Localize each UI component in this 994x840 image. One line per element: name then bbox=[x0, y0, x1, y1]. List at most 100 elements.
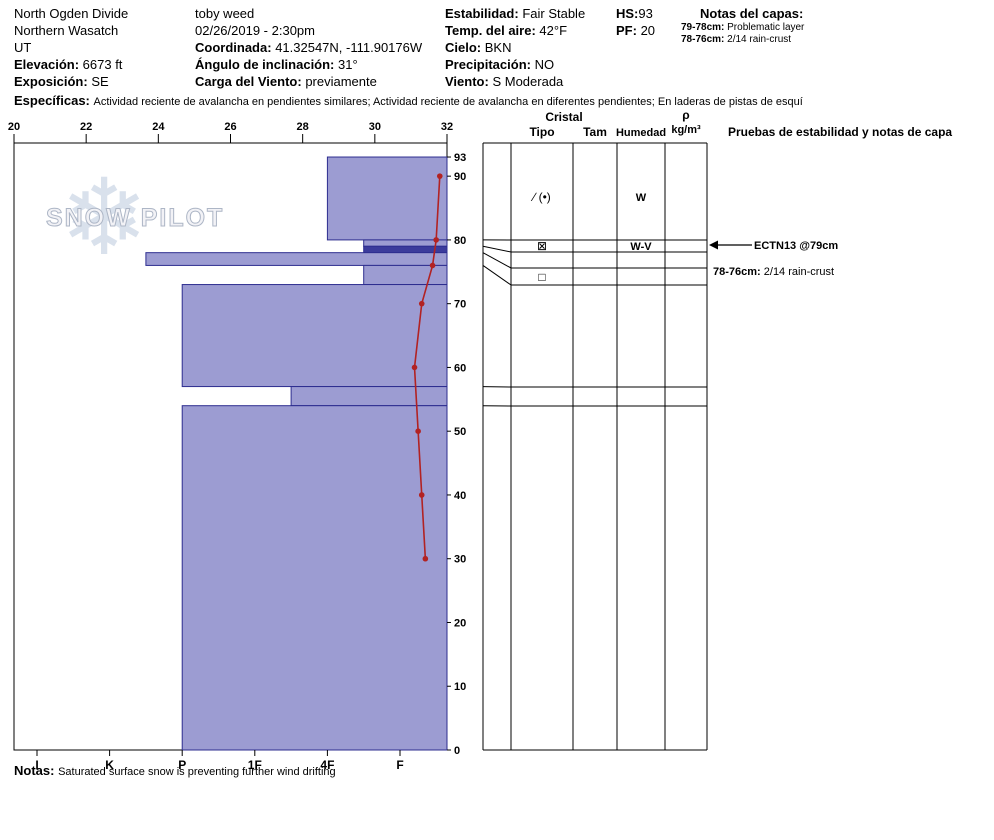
wind: Viento: S Moderada bbox=[445, 73, 585, 90]
aspect-label: Exposición: bbox=[14, 74, 88, 89]
stability-label: Estabilidad: bbox=[445, 6, 519, 21]
pit-notes-text: Saturated surface snow is preventing fur… bbox=[58, 766, 336, 778]
temp-axis-label: 28 bbox=[297, 121, 309, 133]
snowflake-watermark-icon: ❄ bbox=[60, 159, 149, 277]
slope-angle-value: 31° bbox=[338, 57, 358, 72]
depth-axis-label: 20 bbox=[454, 617, 466, 629]
slope-angle-label: Ángulo de inclinación: bbox=[195, 57, 335, 72]
depth-axis-label: 50 bbox=[454, 426, 466, 438]
observation-datetime: 02/26/2019 - 2:30pm bbox=[195, 23, 315, 38]
grain-type-symbol: ∕ (•) bbox=[530, 190, 551, 204]
depth-axis-label: 70 bbox=[454, 299, 466, 311]
coordinates-label: Coordinada: bbox=[195, 40, 272, 55]
depth-axis-label: 60 bbox=[454, 362, 466, 374]
elevation-label: Elevación: bbox=[14, 57, 80, 72]
site-aspect: Exposición: SE bbox=[14, 73, 128, 90]
precip-value: NO bbox=[534, 57, 555, 72]
depth-axis-label: 30 bbox=[454, 554, 466, 566]
temperature-point bbox=[418, 492, 425, 498]
hardness-axis-label: I bbox=[35, 758, 38, 772]
pf-label: PF: bbox=[616, 23, 637, 38]
pf-value: 20 bbox=[640, 23, 656, 38]
site-region: Northern Wasatch bbox=[14, 23, 119, 38]
sky-label: Cielo: bbox=[445, 40, 482, 55]
wind-loading-label: Carga del Viento: bbox=[195, 74, 302, 89]
wind-label: Viento: bbox=[445, 74, 489, 89]
sky-cover: Cielo: BKN bbox=[445, 39, 585, 56]
hs-value: 93 bbox=[638, 6, 653, 21]
coordinates: Coordinada: 41.32547N, -111.90176W bbox=[195, 39, 422, 56]
coordinates-value: 41.32547N, -111.90176W bbox=[275, 40, 423, 55]
snow-height: HS:93 bbox=[616, 5, 655, 22]
depth-axis-label: 80 bbox=[454, 235, 466, 247]
temperature-point bbox=[429, 262, 436, 269]
depth-axis-label: 90 bbox=[454, 171, 466, 183]
col-header-tests: Pruebas de estabilidad y notas de capa bbox=[728, 125, 952, 139]
stability: Estabilidad: Fair Stable bbox=[445, 5, 585, 22]
header-conditions-column: Estabilidad: Fair Stable Temp. del aire:… bbox=[445, 5, 585, 90]
pit-notes-label: Notas: bbox=[14, 763, 55, 778]
layer-note-range: 79-78cm: bbox=[681, 22, 725, 33]
depth-axis-label: 10 bbox=[454, 681, 466, 693]
col-header-tipo: Tipo bbox=[529, 125, 554, 139]
col-header-humedad: Humedad bbox=[616, 127, 666, 139]
sky-value: BKN bbox=[484, 40, 512, 55]
slope-angle: Ángulo de inclinación: 31° bbox=[195, 56, 422, 73]
layer-note-range: 78-76cm: bbox=[681, 34, 725, 45]
temperature-line bbox=[413, 176, 441, 559]
temperature-point bbox=[436, 173, 443, 179]
wind-loading-value: previamente bbox=[305, 74, 377, 89]
layer-bar bbox=[326, 156, 448, 241]
col-header-density-unit: kg/m³ bbox=[671, 124, 701, 136]
temperature-point bbox=[433, 237, 439, 243]
precip-label: Precipitación: bbox=[445, 57, 531, 72]
pit-foot-depth: PF: 20 bbox=[616, 22, 655, 39]
observer-name: toby weed bbox=[195, 6, 255, 21]
layer-bar bbox=[181, 284, 448, 388]
depth-axis-label: 0 bbox=[454, 745, 460, 757]
header-observer-column: toby weed 02/26/2019 - 2:30pm Coordinada… bbox=[195, 5, 422, 90]
header-totals-column: HS:93 PF: 20 bbox=[616, 5, 655, 39]
layer-bar bbox=[145, 252, 448, 266]
air-temp-value: 42°F bbox=[539, 23, 568, 38]
aspect-value: SE bbox=[91, 74, 109, 89]
specifics-label: Específicas: bbox=[14, 93, 90, 108]
elevation-value: 6673 ft bbox=[82, 57, 123, 72]
temperature-point bbox=[422, 555, 429, 562]
stability-test-result: ECTN13 @79cm bbox=[754, 240, 838, 252]
hardness-axis-label: 4F bbox=[320, 758, 334, 772]
table-row-connector bbox=[482, 252, 512, 269]
hardness-axis-label: P bbox=[178, 758, 186, 772]
temp-axis-label: 30 bbox=[369, 121, 381, 133]
col-header-tam: Tam bbox=[583, 125, 607, 139]
table-row-connector bbox=[482, 265, 512, 286]
moisture-value: W bbox=[636, 192, 647, 204]
col-header-density-symbol: ρ bbox=[682, 108, 689, 122]
air-temp: Temp. del aire: 42°F bbox=[445, 22, 585, 39]
watermark-brand-text: SNOW PILOT bbox=[46, 204, 224, 232]
wind-loading: Carga del Viento: previamente bbox=[195, 73, 422, 90]
site-name: North Ogden Divide bbox=[14, 6, 129, 21]
layer-bar bbox=[181, 405, 448, 751]
hardness-axis-label: 1F bbox=[248, 758, 262, 772]
pit-notes: Notas: Saturated surface snow is prevent… bbox=[14, 763, 336, 778]
layer-note-text: Problematic layer bbox=[727, 22, 805, 33]
temp-axis-label: 32 bbox=[441, 121, 453, 133]
layer-bar bbox=[363, 264, 448, 286]
table-row-connector bbox=[482, 245, 512, 253]
hs-label: HS: bbox=[616, 6, 639, 21]
table-layer-note: 78-76cm: 2/14 rain-crust bbox=[713, 266, 834, 278]
test-arrow-head bbox=[709, 240, 718, 250]
specifics-text: Actividad reciente de avalancha en pendi… bbox=[93, 96, 803, 108]
layer-note-item: 79-78cm: Problematic layer bbox=[681, 22, 804, 34]
header-layer-notes-column: Notas del capas: 79-78cm: Problematic la… bbox=[681, 5, 804, 46]
depth-axis-label: 93 bbox=[454, 152, 466, 164]
temp-axis-label: 22 bbox=[80, 121, 92, 133]
header-site-column: North Ogden Divide Northern Wasatch UT E… bbox=[14, 5, 128, 90]
layer-note-text: 2/14 rain-crust bbox=[727, 34, 792, 45]
temperature-point bbox=[411, 364, 418, 371]
site-elevation: Elevación: 6673 ft bbox=[14, 56, 128, 73]
grain-type-symbol: □ bbox=[538, 270, 545, 284]
